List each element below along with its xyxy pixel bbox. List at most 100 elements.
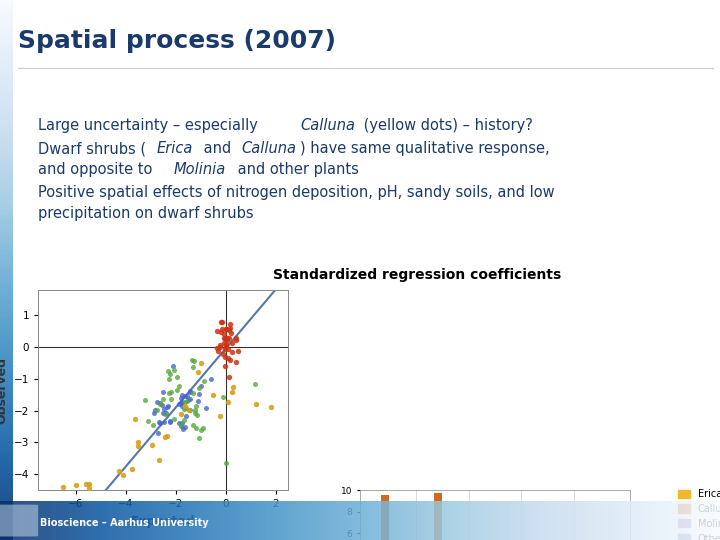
Point — [174, 399, 185, 408]
Y-axis label: Observed: Observed — [0, 356, 8, 423]
Point — [151, 406, 163, 415]
Point — [147, 421, 158, 429]
X-axis label: Expected: Expected — [131, 515, 195, 528]
Point — [194, 434, 205, 443]
Point — [174, 419, 185, 428]
Point — [117, 471, 129, 480]
Point — [158, 409, 169, 417]
Point — [200, 404, 212, 413]
Point — [227, 382, 238, 391]
Point — [163, 367, 174, 375]
Point — [149, 406, 161, 415]
Point — [158, 404, 170, 413]
Point — [214, 341, 225, 349]
Text: Positive spatial effects of nitrogen deposition, pH, sandy soils, and low: Positive spatial effects of nitrogen dep… — [38, 185, 554, 200]
Point — [187, 421, 199, 429]
Point — [154, 399, 166, 408]
Point — [143, 416, 154, 425]
Point — [158, 388, 169, 396]
Point — [171, 373, 183, 381]
Point — [83, 480, 94, 488]
Point — [219, 344, 230, 353]
Point — [222, 354, 234, 363]
Point — [153, 429, 164, 437]
Point — [83, 484, 94, 492]
Point — [153, 418, 165, 427]
Point — [189, 408, 201, 417]
Point — [222, 345, 233, 353]
Point — [211, 343, 222, 352]
Point — [265, 403, 276, 412]
Point — [183, 406, 194, 414]
Text: Dwarf shrubs (: Dwarf shrubs ( — [38, 141, 146, 156]
Point — [165, 417, 176, 426]
Point — [146, 440, 158, 449]
Text: Calluna: Calluna — [300, 118, 355, 133]
Point — [176, 399, 187, 407]
Text: Calluna: Calluna — [241, 141, 296, 156]
Point — [176, 418, 188, 427]
Point — [113, 467, 125, 475]
Point — [179, 398, 190, 407]
Point — [221, 335, 233, 344]
Bar — [433, 493, 442, 540]
Point — [180, 412, 192, 421]
Point — [199, 377, 210, 386]
Point — [207, 390, 219, 399]
Point — [139, 395, 150, 404]
Text: Large uncertainty – especially: Large uncertainty – especially — [38, 118, 263, 133]
Point — [179, 405, 190, 414]
Point — [161, 432, 173, 441]
Point — [132, 442, 144, 450]
Point — [153, 456, 165, 465]
Point — [157, 394, 168, 403]
Point — [215, 317, 227, 326]
Point — [217, 393, 229, 402]
Point — [217, 349, 228, 358]
Point — [216, 325, 228, 333]
Point — [249, 379, 261, 388]
Point — [230, 358, 242, 367]
Text: and opposite to: and opposite to — [38, 162, 157, 177]
Point — [158, 418, 170, 427]
Point — [70, 481, 81, 489]
Point — [184, 395, 196, 403]
Point — [177, 424, 189, 433]
Point — [187, 389, 199, 398]
Point — [184, 388, 196, 397]
Point — [230, 334, 241, 342]
Point — [218, 339, 230, 348]
Point — [219, 353, 230, 361]
Point — [148, 408, 160, 417]
Point — [168, 414, 180, 423]
Point — [220, 325, 232, 333]
Point — [163, 375, 175, 383]
Point — [181, 404, 192, 413]
Point — [182, 396, 194, 404]
Point — [193, 389, 204, 398]
Point — [175, 394, 186, 402]
Point — [168, 366, 180, 374]
Point — [161, 409, 172, 417]
Point — [176, 391, 188, 400]
Point — [165, 395, 176, 403]
Point — [232, 347, 243, 355]
Point — [160, 433, 171, 441]
Point — [220, 458, 232, 467]
Point — [222, 333, 233, 342]
Point — [220, 340, 232, 348]
Point — [230, 336, 242, 345]
Point — [164, 369, 176, 378]
Point — [190, 402, 202, 410]
Point — [179, 402, 191, 410]
Point — [193, 384, 204, 393]
Text: ) have same qualitative response,: ) have same qualitative response, — [300, 141, 550, 156]
Point — [224, 320, 235, 329]
Point — [160, 409, 171, 418]
Point — [190, 424, 202, 433]
Point — [175, 420, 186, 429]
Text: and other plants: and other plants — [233, 162, 359, 177]
Point — [173, 382, 184, 390]
Legend: Erica, Calluna, Molinia, Other: Erica, Calluna, Molinia, Other — [675, 485, 720, 540]
Point — [161, 402, 173, 411]
